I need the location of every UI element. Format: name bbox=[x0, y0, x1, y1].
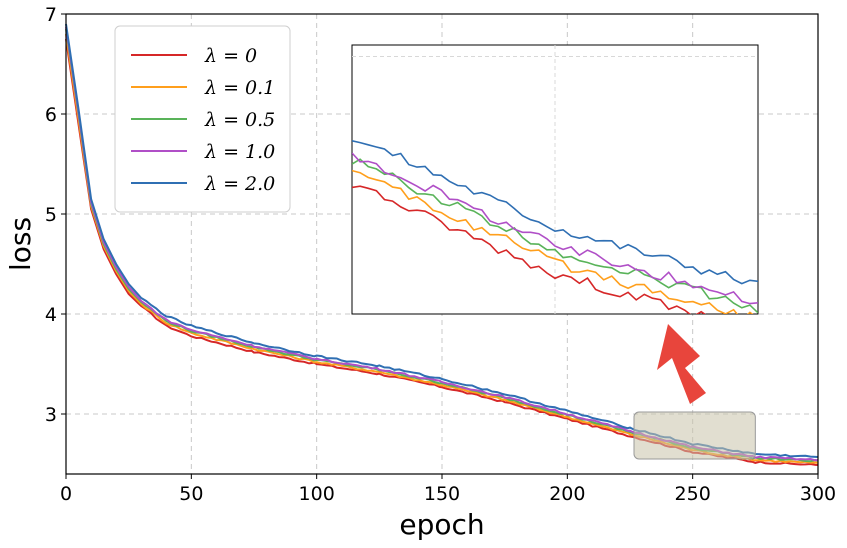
x-tick-label: 100 bbox=[299, 483, 335, 505]
zoom-region-rect bbox=[633, 411, 756, 460]
x-tick-label: 250 bbox=[675, 483, 711, 505]
inset-series-line-3 bbox=[352, 152, 758, 305]
legend-label: λ = 0.5 bbox=[204, 109, 275, 131]
inset-series-line-1 bbox=[352, 169, 754, 314]
x-axis-label: epoch bbox=[399, 508, 484, 541]
x-tick-label: 150 bbox=[424, 483, 460, 505]
y-axis-label: loss bbox=[4, 217, 37, 271]
zoom-arrow bbox=[657, 324, 706, 404]
legend-label: λ = 1.0 bbox=[204, 141, 275, 163]
x-tick-label: 0 bbox=[60, 483, 72, 505]
x-axis-ticks: 0 50 100 150 200 250 300 bbox=[60, 474, 836, 505]
legend-label: λ = 2.0 bbox=[204, 173, 275, 195]
legend-box bbox=[114, 25, 291, 213]
x-tick-label: 300 bbox=[800, 483, 836, 505]
red-arrow-icon bbox=[657, 324, 706, 404]
inset-series-line-4 bbox=[352, 140, 758, 285]
zoom-region-box bbox=[633, 411, 756, 460]
legend-label: λ = 0.1 bbox=[204, 77, 275, 99]
y-tick-label: 3 bbox=[45, 404, 57, 426]
y-tick-label: 7 bbox=[45, 4, 57, 26]
y-tick-label: 5 bbox=[45, 204, 57, 226]
y-tick-label: 6 bbox=[45, 104, 57, 126]
legend-label: λ = 0 bbox=[204, 45, 257, 67]
legend: λ = 0 λ = 0.1 λ = 0.5 λ = 1.0 λ = 2.0 bbox=[114, 25, 291, 213]
x-tick-label: 50 bbox=[179, 483, 203, 505]
x-tick-label: 200 bbox=[549, 483, 585, 505]
zoom-inset bbox=[351, 44, 759, 315]
inset-series-line-0 bbox=[352, 185, 706, 314]
y-axis-ticks: 3 4 5 6 7 bbox=[45, 4, 66, 426]
y-tick-label: 4 bbox=[45, 304, 57, 326]
